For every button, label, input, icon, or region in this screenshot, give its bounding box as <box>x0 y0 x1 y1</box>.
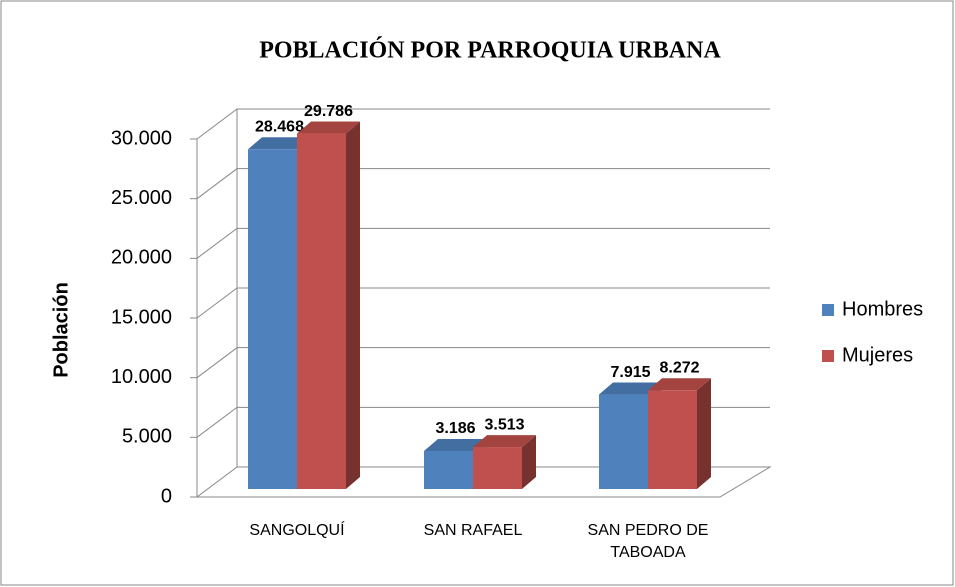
x-tick-label: SAN PEDRO DE TABOADA <box>587 522 709 561</box>
grid-line <box>196 347 770 379</box>
bar-top <box>473 435 536 448</box>
value-label: 28.468 <box>255 119 304 136</box>
bar-top <box>297 121 360 134</box>
legend-swatch <box>822 304 834 316</box>
value-label: 3.186 <box>435 420 475 437</box>
bar <box>473 447 522 489</box>
y-tick-label: 5.000 <box>122 426 172 448</box>
legend-label: Hombres <box>842 298 923 320</box>
y-tick-label: 15.000 <box>111 306 172 328</box>
y-tick-label: 20.000 <box>111 247 172 269</box>
value-label: 29.786 <box>304 103 353 120</box>
bar-top <box>599 382 662 395</box>
legend-label: Mujeres <box>842 344 913 366</box>
bar-side <box>346 121 360 489</box>
value-label: 3.513 <box>484 416 524 433</box>
x-tick-label: SANGOLQUÍ <box>249 522 345 539</box>
grid-line <box>196 108 770 140</box>
grid-line <box>196 406 770 438</box>
y-tick-label: 30.000 <box>111 127 172 149</box>
bar-top <box>248 137 311 150</box>
value-label: 8.272 <box>659 360 699 377</box>
bar <box>599 394 648 489</box>
y-tick-label: 0 <box>161 485 172 507</box>
bar <box>297 133 346 490</box>
chart-title: POBLACIÓN POR PARROQUIA URBANA <box>259 37 721 64</box>
y-tick-label: 25.000 <box>111 187 172 209</box>
grid-line <box>196 227 770 259</box>
y-axis-label: Población <box>50 282 72 378</box>
legend-swatch <box>822 350 834 362</box>
bar <box>248 149 297 489</box>
x-tick-label: SAN RAFAEL <box>423 522 523 539</box>
bar <box>648 390 697 489</box>
bar-top <box>648 378 711 391</box>
bar-side <box>522 435 536 489</box>
grid-line <box>196 287 770 319</box>
bar <box>424 450 473 489</box>
bar-side <box>697 378 711 489</box>
bar-top <box>424 438 487 451</box>
y-tick-label: 10.000 <box>111 366 172 388</box>
value-label: 7.915 <box>610 364 650 381</box>
grid-line <box>196 168 770 200</box>
